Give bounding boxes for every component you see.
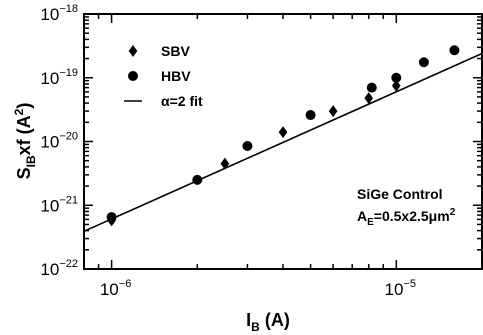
y-tick-label: 10−18 <box>40 3 78 24</box>
data-markers-layer <box>106 45 460 227</box>
y-axis-title: SIBxf (A2) <box>12 103 38 180</box>
sbv-point <box>391 79 401 92</box>
hbv-point <box>418 57 429 68</box>
hbv-point <box>106 212 117 223</box>
y-tick-label: 10−19 <box>40 67 78 88</box>
sbv-point <box>278 126 288 139</box>
hbv-point <box>305 110 316 121</box>
fit-line-layer <box>83 52 483 233</box>
sbv-point <box>220 157 230 170</box>
emitter-area-label: AE=0.5x2.5μm2 <box>357 207 456 228</box>
alpha2-fit-line <box>83 52 483 233</box>
sbv-point <box>364 92 374 105</box>
y-tick-label: 10−21 <box>40 194 78 215</box>
legend-hbv-marker <box>128 71 138 81</box>
plot-frame <box>83 13 483 270</box>
legend-sbv-marker <box>128 45 138 57</box>
sbv-point <box>328 105 338 118</box>
x-tick-label: 10−6 <box>100 278 131 299</box>
legend-label-circle: HBV <box>161 68 191 84</box>
legend: SBV HBV α=2 fit <box>124 43 203 109</box>
hbv-point <box>366 82 377 93</box>
y-tick-label: 10−20 <box>40 131 78 152</box>
x-axis-ticks: 10−6 10−5 <box>83 14 483 299</box>
x-axis-title: IB (A) <box>246 310 290 334</box>
x-tick-label: 10−5 <box>385 278 416 299</box>
device-annotation: SiGe Control AE=0.5x2.5μm2 <box>357 186 456 228</box>
legend-label-line: α=2 fit <box>161 93 203 109</box>
device-name-label: SiGe Control <box>357 186 443 202</box>
legend-label-diamond: SBV <box>161 43 190 59</box>
y-axis-ticks: 10−22 10−21 10−20 10−19 10−18 <box>40 3 482 279</box>
hbv-point <box>242 140 253 151</box>
hbv-point <box>192 174 203 185</box>
hbv-point <box>391 72 402 83</box>
y-tick-label: 10−22 <box>40 258 78 279</box>
hbv-point <box>449 45 460 56</box>
